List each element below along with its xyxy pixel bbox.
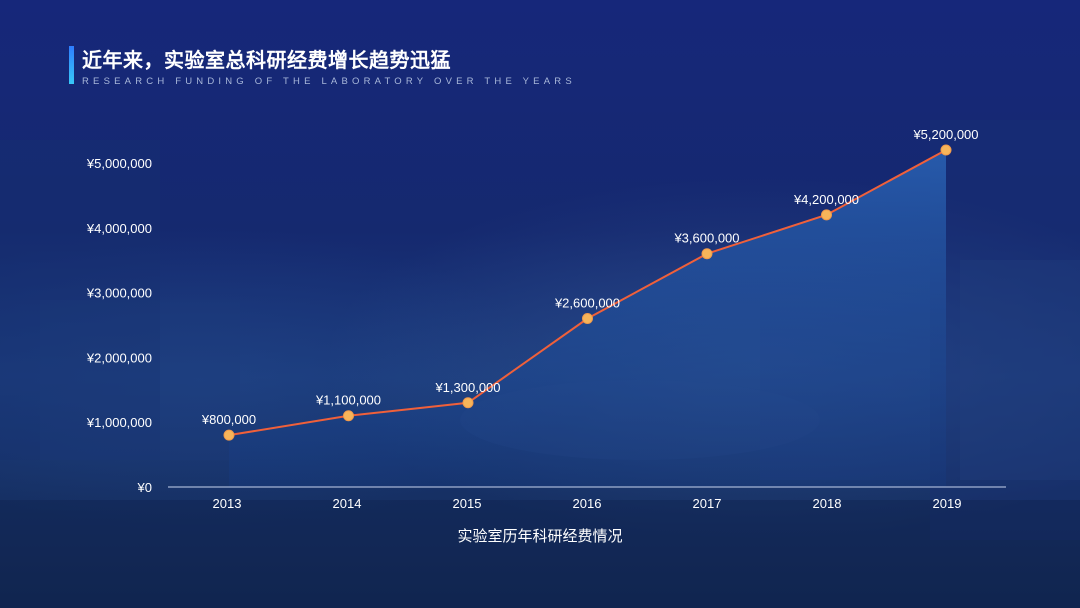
data-point-marker [223,429,235,441]
data-label: ¥2,600,000 [554,296,620,311]
data-point-marker [821,209,832,221]
x-axis-caption: 实验室历年科研经费情况 [457,527,622,545]
data-label: ¥800,000 [201,412,256,427]
data-point-marker [462,397,474,409]
x-tick-label: 2015 [453,496,482,511]
x-tick-label: 2014 [333,496,362,511]
x-tick-label: 2013 [213,496,242,511]
x-tick-label: 2018 [813,496,842,511]
y-tick-label: ¥2,000,000 [86,350,152,365]
data-point-marker [343,410,354,422]
data-label: ¥1,300,000 [434,380,500,395]
y-tick-label: ¥1,000,000 [86,415,152,430]
y-tick-label: ¥5,000,000 [86,156,152,171]
data-label: ¥1,100,000 [315,393,381,408]
data-point-marker [940,144,952,156]
data-point-marker [582,313,593,325]
data-point-marker [701,248,713,260]
y-tick-label: ¥4,000,000 [86,221,152,236]
data-label: ¥3,600,000 [673,231,739,246]
data-label: ¥4,200,000 [793,192,859,207]
x-tick-label: 2017 [693,496,722,511]
title-accent-bar [69,46,74,84]
x-tick-label: 2016 [573,496,602,511]
data-label: ¥5,200,000 [912,127,978,142]
y-tick-label: ¥3,000,000 [86,286,152,301]
page-title: 近年来，实验室总科研经费增长趋势迅猛 [82,48,451,72]
x-tick-label: 2019 [933,496,962,511]
y-tick-label: ¥0 [137,480,152,495]
page-subtitle: RESEARCH FUNDING OF THE LABORATORY OVER … [82,76,576,87]
